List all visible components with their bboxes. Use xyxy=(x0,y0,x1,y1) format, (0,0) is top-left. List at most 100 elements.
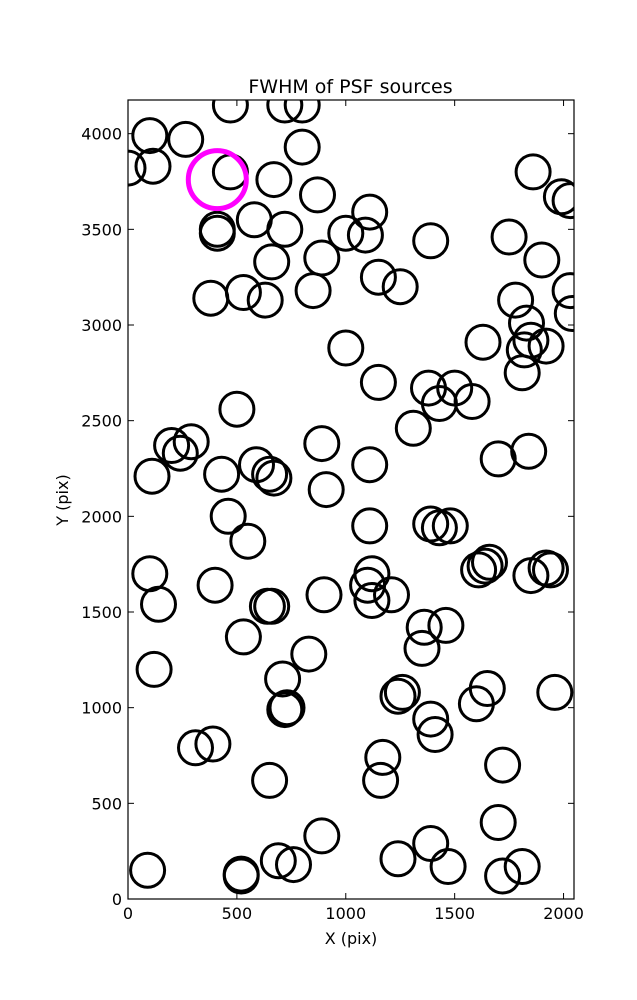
source-marker xyxy=(359,258,397,296)
source-marker xyxy=(346,216,384,254)
source-marker xyxy=(266,100,304,124)
source-marker xyxy=(268,689,306,727)
source-marker xyxy=(351,446,389,484)
y-tick-label: 500 xyxy=(91,794,122,813)
source-marker xyxy=(218,390,256,428)
source-marker xyxy=(403,629,441,667)
source-marker xyxy=(128,149,147,187)
highlighted-source-marker xyxy=(185,148,249,212)
y-tick-label: 4000 xyxy=(81,125,122,144)
source-marker xyxy=(283,128,321,166)
y-tick-label: 2500 xyxy=(81,412,122,431)
source-marker xyxy=(327,214,365,252)
source-marker xyxy=(305,576,343,614)
source-marker xyxy=(381,268,419,306)
source-marker xyxy=(134,147,172,185)
chart-title: FWHM of PSF sources xyxy=(248,76,452,98)
y-tick-label: 1500 xyxy=(81,603,122,622)
source-marker xyxy=(429,848,467,885)
source-marker xyxy=(468,670,506,707)
source-marker xyxy=(497,281,535,319)
source-marker xyxy=(523,241,561,279)
source-marker xyxy=(224,618,262,656)
source-marker xyxy=(224,274,262,311)
source-marker xyxy=(457,685,495,723)
y-tick-label: 2000 xyxy=(81,507,122,526)
source-marker xyxy=(510,432,548,470)
source-marker xyxy=(466,547,504,585)
source-marker xyxy=(405,608,443,646)
source-marker xyxy=(364,738,402,776)
source-marker xyxy=(251,761,289,799)
x-tick-label: 0 xyxy=(123,904,133,923)
source-marker xyxy=(420,509,458,547)
source-marker xyxy=(203,455,241,493)
source-marker xyxy=(303,239,341,277)
source-marker xyxy=(172,423,210,461)
source-marker xyxy=(351,507,389,545)
source-marker xyxy=(383,673,421,711)
plot-area xyxy=(128,100,574,895)
source-marker xyxy=(379,677,417,715)
source-marker xyxy=(283,100,321,124)
source-marker xyxy=(153,427,191,464)
x-axis-label: X (pix) xyxy=(325,929,378,948)
source-marker xyxy=(503,848,541,885)
source-marker xyxy=(373,576,410,614)
source-marker xyxy=(416,716,454,753)
source-marker xyxy=(192,279,230,317)
source-marker xyxy=(266,691,304,729)
source-marker xyxy=(209,497,247,535)
source-marker xyxy=(505,331,543,369)
source-marker xyxy=(229,522,267,560)
x-tick-label: 2000 xyxy=(543,904,584,923)
source-marker xyxy=(290,635,328,673)
source-marker xyxy=(359,363,397,401)
x-tick-label: 1000 xyxy=(325,904,366,923)
source-marker xyxy=(479,440,517,478)
y-tick-label: 0 xyxy=(112,890,122,909)
source-marker xyxy=(129,851,167,889)
y-tick-label: 3500 xyxy=(81,220,122,239)
axis-ticks: 0 500 1000 1500 2000 0 500 1000 1500 2000 2500 3000… xyxy=(81,100,584,923)
y-tick-label: 1000 xyxy=(81,699,122,718)
source-marker xyxy=(412,825,450,862)
source-marker xyxy=(266,210,304,248)
source-marker xyxy=(471,543,508,581)
source-marker xyxy=(453,383,491,420)
source-marker xyxy=(307,471,345,509)
source-marker xyxy=(479,804,517,841)
source-marker xyxy=(177,729,214,767)
plot-frame xyxy=(127,99,575,900)
source-marker xyxy=(410,369,447,407)
source-marker xyxy=(527,327,565,365)
source-marker xyxy=(412,222,450,260)
source-marker xyxy=(303,817,341,855)
source-marker xyxy=(551,182,574,220)
source-marker xyxy=(259,842,297,880)
source-marker xyxy=(379,840,417,878)
source-marker xyxy=(553,295,574,332)
source-marker xyxy=(551,272,574,310)
source-marker xyxy=(275,846,312,884)
source-marker xyxy=(327,329,365,367)
source-marker xyxy=(484,857,522,895)
source-marker xyxy=(532,551,569,589)
source-marker xyxy=(248,587,286,625)
source-marker xyxy=(140,585,177,623)
source-marker xyxy=(255,161,293,199)
source-marker xyxy=(194,725,232,763)
source-marker xyxy=(294,272,332,310)
source-marker xyxy=(131,555,169,593)
source-marker xyxy=(349,566,387,604)
source-marker xyxy=(299,176,336,214)
source-marker xyxy=(353,582,391,619)
source-marker xyxy=(167,120,205,158)
source-marker xyxy=(394,409,432,447)
source-marker xyxy=(484,746,522,784)
y-tick-label: 3000 xyxy=(81,316,122,335)
source-marker xyxy=(161,434,199,472)
source-marker xyxy=(196,566,234,604)
x-tick-label: 500 xyxy=(222,904,253,923)
source-marker xyxy=(514,153,552,191)
